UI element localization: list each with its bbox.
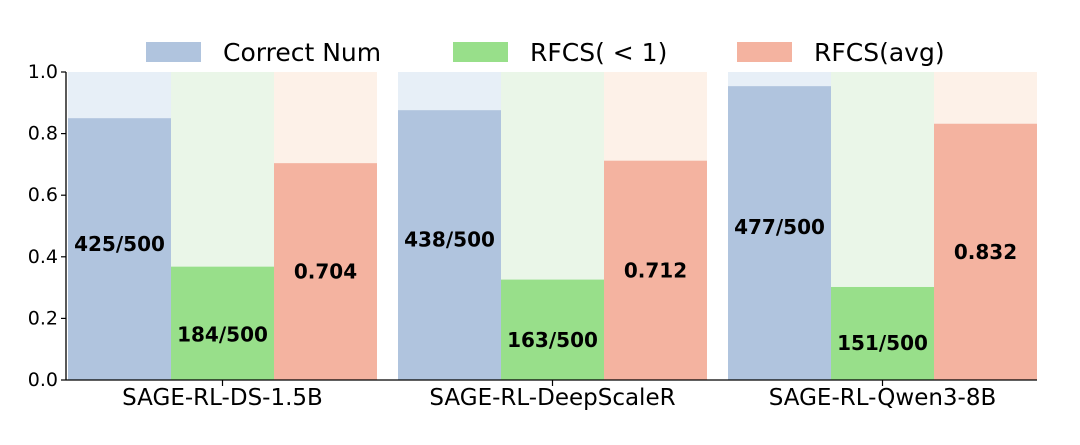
x-tick-label-3: SAGE-RL-Qwen3-8B (769, 385, 997, 411)
y-tick-label-4: 0.8 (28, 123, 58, 145)
data-label-1-3: 477/500 (734, 215, 825, 239)
y-tick-label-3: 0.6 (28, 184, 58, 206)
bars (68, 86, 1037, 380)
bar-2-2 (501, 279, 604, 380)
bar-2-3 (831, 286, 934, 380)
data-label-3-3: 0.832 (954, 240, 1017, 264)
bar-3-2 (604, 160, 707, 380)
bar-1-2 (398, 110, 501, 380)
legend-label-1: Correct Num (223, 38, 381, 67)
legend-label-3: RFCS(avg) (814, 38, 945, 67)
data-label-3-2: 0.712 (624, 258, 687, 282)
data-label-1-1: 425/500 (74, 232, 165, 256)
bar-1-3 (728, 86, 831, 380)
legend-label-2: RFCS( < 1) (530, 38, 667, 67)
bar-1-1 (68, 118, 171, 380)
y-tick-label-0: 0.0 (28, 369, 58, 391)
bar-3-3 (934, 123, 1037, 380)
x-tick-label-1: SAGE-RL-DS-1.5B (122, 385, 323, 411)
legend: Correct Num RFCS( < 1) RFCS(avg) (146, 38, 945, 67)
bar-3-1 (274, 163, 377, 380)
data-label-1-2: 438/500 (404, 228, 495, 252)
y-tick-label-1: 0.2 (28, 307, 58, 329)
legend-swatch-2 (453, 42, 508, 62)
y-tick-label-2: 0.4 (28, 246, 58, 268)
data-label-3-1: 0.704 (294, 260, 357, 284)
data-label-2-1: 184/500 (177, 323, 268, 347)
legend-swatch-3 (737, 42, 792, 62)
x-tick-label-2: SAGE-RL-DeepScaleR (429, 385, 675, 411)
legend-swatch-1 (146, 42, 201, 62)
data-label-2-2: 163/500 (507, 328, 598, 352)
axes: SAGE-RL-DS-1.5B SAGE-RL-DeepScaleR SAGE-RL… (28, 61, 1037, 411)
data-label-2-3: 151/500 (837, 331, 928, 355)
data-labels: 425/500 184/500 0.704 438/500 163/500 0.712 47… (74, 215, 1017, 355)
y-tick-label-5: 1.0 (28, 61, 58, 83)
bar-2-1 (171, 266, 274, 380)
